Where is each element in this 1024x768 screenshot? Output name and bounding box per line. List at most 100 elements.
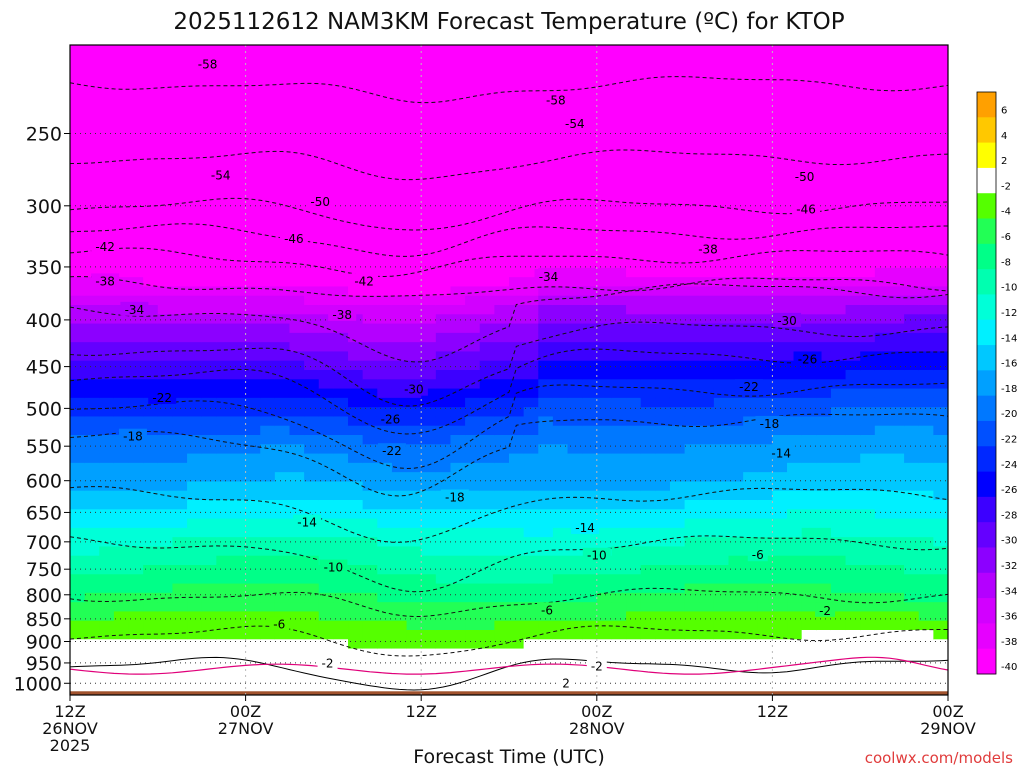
temperature-cell — [816, 397, 832, 408]
temperature-cell — [84, 305, 100, 315]
temperature-cell — [421, 249, 437, 260]
temperature-cell — [655, 620, 671, 631]
temperature-cell — [304, 230, 320, 241]
temperature-cell — [172, 490, 188, 501]
temperature-cell — [669, 295, 686, 306]
temperature-cell — [230, 527, 247, 538]
temperature-cell — [684, 212, 700, 223]
temperature-cell — [318, 128, 334, 139]
temperature-cell — [684, 555, 700, 566]
temperature-cell — [655, 370, 671, 380]
temperature-cell — [260, 444, 276, 455]
temperature-cell — [318, 472, 334, 483]
temperature-cell — [582, 639, 598, 650]
temperature-cell — [772, 277, 788, 288]
temperature-cell — [245, 490, 261, 501]
temperature-cell — [201, 193, 217, 204]
temperature-cell — [216, 592, 232, 603]
temperature-cell — [538, 314, 554, 325]
temperature-cell — [377, 193, 393, 204]
temperature-cell — [904, 435, 920, 445]
temperature-cell — [889, 277, 905, 288]
temperature-cell — [787, 100, 803, 111]
temperature-cell — [201, 286, 217, 297]
temperature-cell — [933, 435, 948, 445]
temperature-cell — [216, 82, 232, 93]
temperature-cell — [465, 425, 481, 436]
temperature-cell — [230, 128, 247, 139]
temperature-cell — [596, 137, 613, 148]
temperature-cell — [230, 63, 247, 74]
temperature-cell — [465, 193, 481, 204]
temperature-cell — [728, 184, 744, 195]
temperature-cell — [465, 574, 481, 585]
temperature-cell — [860, 184, 876, 195]
temperature-cell — [874, 537, 891, 548]
temperature-cell — [391, 110, 408, 120]
temperature-cell — [274, 685, 291, 695]
temperature-cell — [611, 611, 627, 622]
temperature-cell — [304, 379, 320, 390]
temperature-cell — [274, 221, 291, 232]
temperature-cell — [318, 221, 334, 232]
temperature-cell — [172, 286, 188, 297]
colorbar-swatch — [977, 598, 996, 624]
temperature-cell — [187, 45, 203, 55]
temperature-cell — [143, 407, 159, 418]
temperature-cell — [113, 128, 130, 139]
temperature-cell — [201, 565, 217, 575]
temperature-cell — [201, 685, 217, 695]
temperature-cell — [377, 555, 393, 566]
temperature-cell — [582, 481, 598, 492]
temperature-cell — [435, 202, 452, 213]
temperature-cell — [289, 453, 305, 464]
temperature-cell — [596, 509, 613, 520]
temperature-cell — [757, 583, 773, 594]
temperature-cell — [582, 462, 598, 473]
temperature-cell — [655, 444, 671, 455]
temperature-cell — [304, 342, 320, 353]
temperature-cell — [713, 314, 730, 325]
temperature-cell — [801, 277, 817, 288]
temperature-cell — [567, 676, 583, 687]
temperature-cell — [713, 490, 730, 501]
temperature-cell — [465, 91, 481, 102]
temperature-cell — [70, 175, 86, 185]
temperature-cell — [143, 592, 159, 603]
temperature-cell — [274, 314, 291, 325]
temperature-cell — [552, 63, 569, 74]
temperature-cell — [99, 175, 115, 185]
temperature-cell — [728, 286, 744, 297]
temperature-cell — [713, 620, 730, 631]
temperature-cell — [669, 546, 686, 557]
temperature-cell — [128, 602, 144, 613]
temperature-cell — [435, 500, 452, 510]
temperature-cell — [626, 407, 642, 418]
temperature-cell — [801, 416, 817, 427]
temperature-cell — [494, 537, 510, 548]
temperature-cell — [830, 620, 847, 631]
temperature-cell — [918, 546, 934, 557]
temperature-cell — [626, 453, 642, 464]
temperature-cell — [362, 100, 378, 111]
temperature-cell — [274, 676, 291, 687]
temperature-cell — [801, 360, 817, 371]
temperature-cell — [143, 342, 159, 353]
temperature-cell — [582, 537, 598, 548]
temperature-cell — [216, 110, 232, 120]
temperature-cell — [333, 537, 349, 548]
temperature-cell — [304, 72, 320, 83]
temperature-cell — [567, 630, 583, 640]
temperature-cell — [889, 546, 905, 557]
temperature-cell — [289, 63, 305, 74]
temperature-cell — [538, 305, 554, 315]
temperature-cell — [391, 472, 408, 483]
temperature-cell — [933, 676, 948, 687]
temperature-cell — [377, 72, 393, 83]
temperature-cell — [523, 444, 539, 455]
temperature-cell — [391, 240, 408, 250]
temperature-cell — [84, 416, 100, 427]
temperature-cell — [684, 379, 700, 390]
temperature-cell — [684, 295, 700, 306]
isotherm-line — [70, 625, 948, 657]
